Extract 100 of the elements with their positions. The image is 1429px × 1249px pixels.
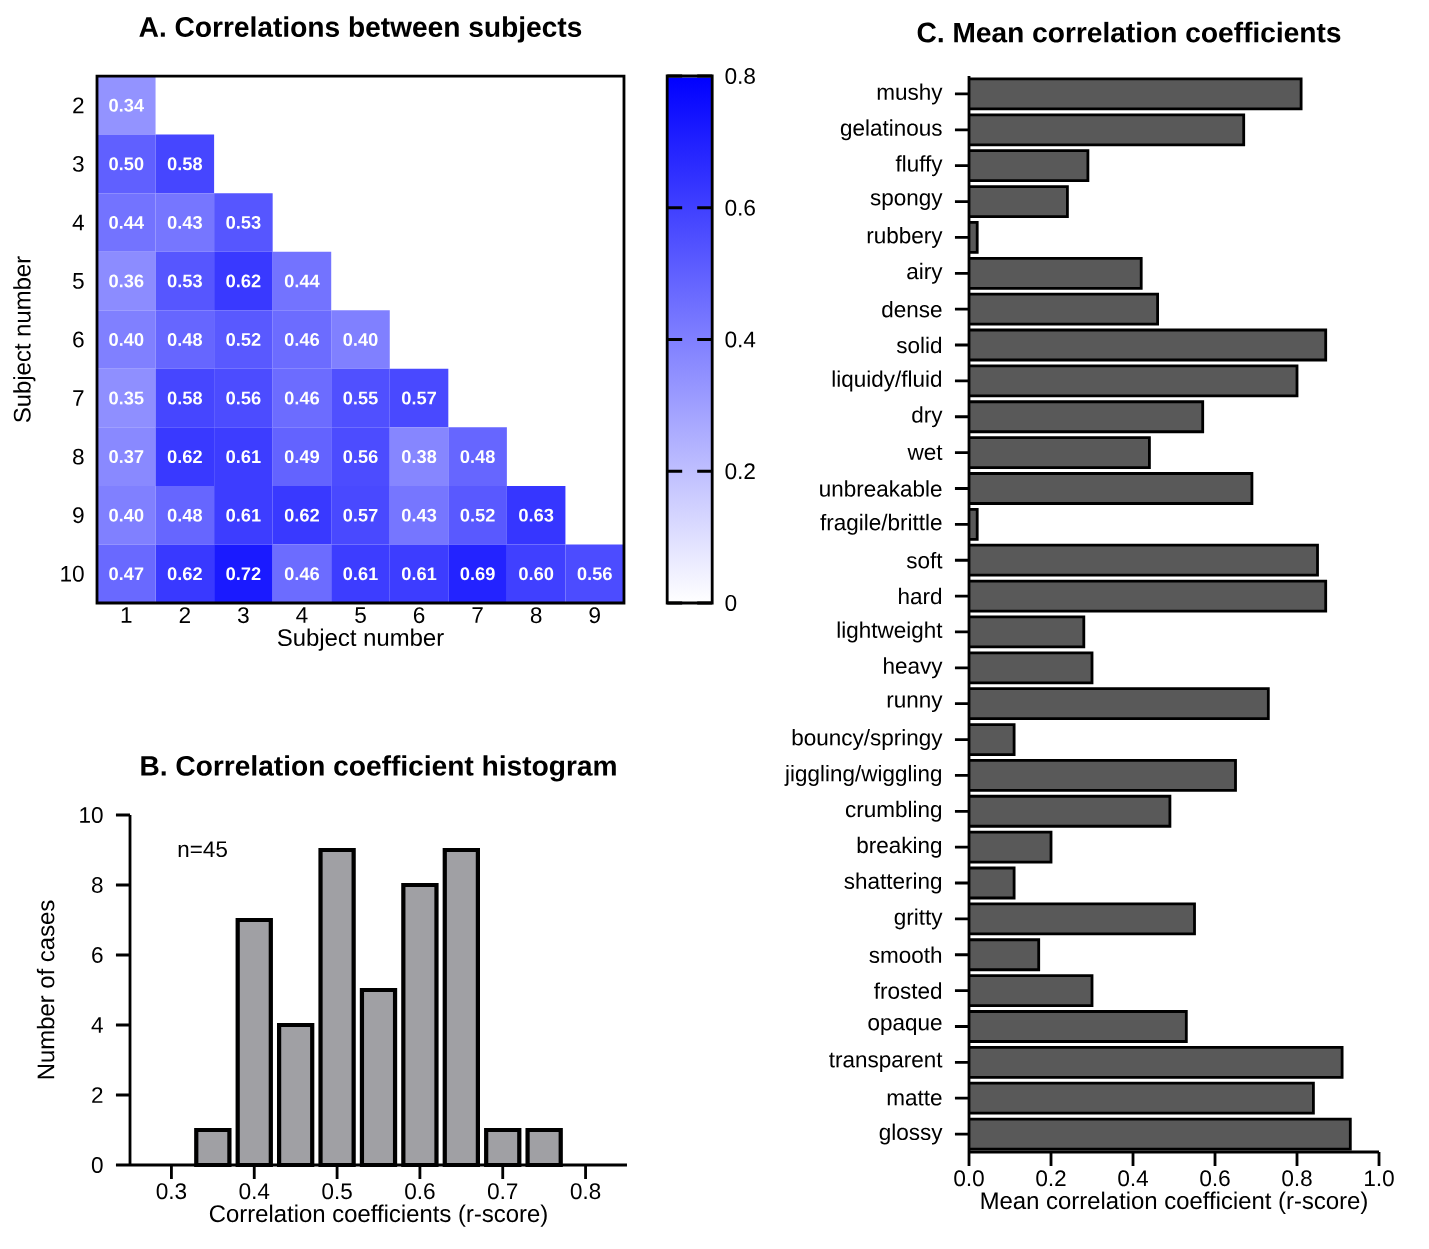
x-tick-label: 4 bbox=[296, 607, 308, 623]
y-tick-label: frosted bbox=[874, 982, 942, 999]
data-label: 0.69 bbox=[460, 567, 495, 581]
y-tick-label: hard bbox=[899, 587, 942, 605]
x-tick-label: 1 bbox=[121, 607, 132, 623]
data-label: 0.55 bbox=[343, 391, 378, 405]
data-label: 0.62 bbox=[167, 567, 202, 581]
y-tick-label: 9 bbox=[73, 507, 84, 524]
y-tick-label: shattering bbox=[844, 872, 942, 894]
y-tick-label: bouncy/springy bbox=[792, 729, 943, 751]
data-label: 0.36 bbox=[109, 274, 144, 288]
x-tick-label: 0.8 bbox=[1282, 1170, 1312, 1187]
data-label: 0.58 bbox=[167, 391, 203, 405]
data-label: 0.61 bbox=[226, 508, 261, 522]
data-label: 0.63 bbox=[519, 508, 554, 522]
x-tick-label: 1.0 bbox=[1365, 1170, 1394, 1187]
x-tick-label: 7 bbox=[472, 607, 483, 623]
data-label: 0.48 bbox=[167, 333, 203, 346]
x-tick-label: 0.7 bbox=[487, 1183, 518, 1200]
data-label: 0.61 bbox=[343, 567, 378, 581]
y-tick-label: breaking bbox=[857, 836, 942, 858]
x-tick-label: 0.0 bbox=[954, 1170, 984, 1187]
annotation: n=45 bbox=[178, 841, 227, 858]
data-label: 0.43 bbox=[167, 215, 202, 229]
y-tick-label: 10 bbox=[80, 807, 103, 823]
x-tick-label: 5 bbox=[355, 607, 366, 623]
y-tick-label: 0 bbox=[91, 1157, 103, 1173]
data-label: 0.60 bbox=[519, 567, 554, 581]
y-axis-title: Number of cases bbox=[36, 900, 55, 1079]
y-tick-label: jiggling/wiggling bbox=[784, 764, 942, 786]
y-tick-label: 3 bbox=[72, 155, 84, 172]
y-tick-label: crumbling bbox=[845, 800, 942, 822]
data-label: 0.47 bbox=[109, 567, 144, 581]
x-tick-label: 0.4 bbox=[239, 1183, 270, 1200]
chart-title: A. Correlations between subjects bbox=[139, 16, 582, 43]
y-tick-label: solid bbox=[896, 336, 942, 354]
data-label: 0.62 bbox=[284, 508, 319, 522]
chart-title: C. Mean correlation coefficients bbox=[917, 21, 1341, 43]
data-label: 0.38 bbox=[401, 450, 437, 464]
data-label: 0.62 bbox=[226, 274, 261, 288]
data-label: 0.57 bbox=[343, 508, 378, 522]
x-tick-label: 0.8 bbox=[570, 1183, 601, 1200]
y-tick-label: runny bbox=[887, 695, 943, 713]
data-label: 0.50 bbox=[109, 157, 144, 171]
y-tick-label: airy bbox=[907, 262, 943, 284]
y-tick-label: gritty bbox=[894, 908, 943, 930]
y-tick-label: wet bbox=[907, 445, 943, 460]
data-label: 0.44 bbox=[109, 215, 144, 229]
y-tick-label: 2 bbox=[73, 97, 84, 114]
x-tick-label: 9 bbox=[589, 607, 600, 624]
y-tick-label: 2 bbox=[92, 1087, 103, 1103]
data-label: 0.40 bbox=[343, 333, 378, 346]
y-tick-label: 8 bbox=[92, 877, 103, 893]
data-label: 0.56 bbox=[226, 391, 261, 405]
y-axis-title: Subject number bbox=[13, 256, 36, 423]
x-tick-label: 2 bbox=[179, 607, 190, 623]
x-tick-label: 0.6 bbox=[1200, 1170, 1230, 1187]
data-label: 0.35 bbox=[109, 391, 144, 405]
x-tick-label: 8 bbox=[530, 607, 542, 624]
x-tick-label: 6 bbox=[413, 607, 425, 624]
y-tick-label: 6 bbox=[73, 331, 84, 348]
y-tick-label: 5 bbox=[72, 273, 84, 289]
data-label: 0.58 bbox=[167, 157, 203, 171]
y-tick-label: glossy bbox=[879, 1123, 943, 1145]
data-label: 0.37 bbox=[109, 450, 144, 464]
x-axis-title: Mean correlation coefficient (r-score) bbox=[981, 1191, 1367, 1214]
data-label: 0.56 bbox=[343, 450, 378, 464]
y-tick-label: opaque bbox=[868, 1018, 942, 1035]
chart-title: B. Correlation coefficient histogram bbox=[141, 755, 616, 782]
data-label: 0.61 bbox=[226, 450, 261, 464]
data-label: 0.57 bbox=[401, 391, 437, 405]
y-tick-label: fluffy bbox=[895, 155, 943, 177]
y-tick-label: matte bbox=[887, 1090, 942, 1106]
y-tick-label: transparent bbox=[829, 1052, 943, 1072]
data-label: 0.34 bbox=[109, 98, 144, 112]
color-bar-label: 0.6 bbox=[725, 199, 755, 216]
y-tick-label: 8 bbox=[73, 448, 84, 465]
x-tick-label: 0.5 bbox=[322, 1183, 352, 1200]
x-tick-label: 0.4 bbox=[1118, 1170, 1148, 1187]
data-label: 0.43 bbox=[401, 508, 437, 522]
color-bar-label: 0.2 bbox=[725, 463, 755, 480]
data-label: 0.53 bbox=[167, 274, 202, 288]
bar bbox=[969, 77, 1303, 111]
x-tick-label: 0.6 bbox=[405, 1183, 435, 1200]
color-bar-label: 0.4 bbox=[725, 331, 756, 348]
y-tick-label: unbreakable bbox=[820, 480, 942, 497]
y-tick-label: 4 bbox=[91, 1017, 103, 1033]
x-axis-title: Correlation coefficients (r-score) bbox=[209, 1204, 547, 1227]
color-bar-label: 0.8 bbox=[725, 68, 755, 84]
data-label: 0.46 bbox=[284, 333, 320, 346]
y-tick-label: heavy bbox=[884, 657, 943, 679]
data-label: 0.48 bbox=[167, 508, 203, 522]
y-tick-label: dense bbox=[882, 300, 942, 318]
y-tick-label: 10 bbox=[61, 565, 84, 582]
data-label: 0.44 bbox=[284, 274, 320, 288]
y-tick-label: dry bbox=[912, 406, 943, 428]
data-label: 0.40 bbox=[109, 508, 144, 522]
y-tick-label: fragile/brittle bbox=[820, 513, 942, 535]
y-tick-label: 6 bbox=[92, 947, 103, 963]
data-label: 0.52 bbox=[460, 508, 495, 522]
